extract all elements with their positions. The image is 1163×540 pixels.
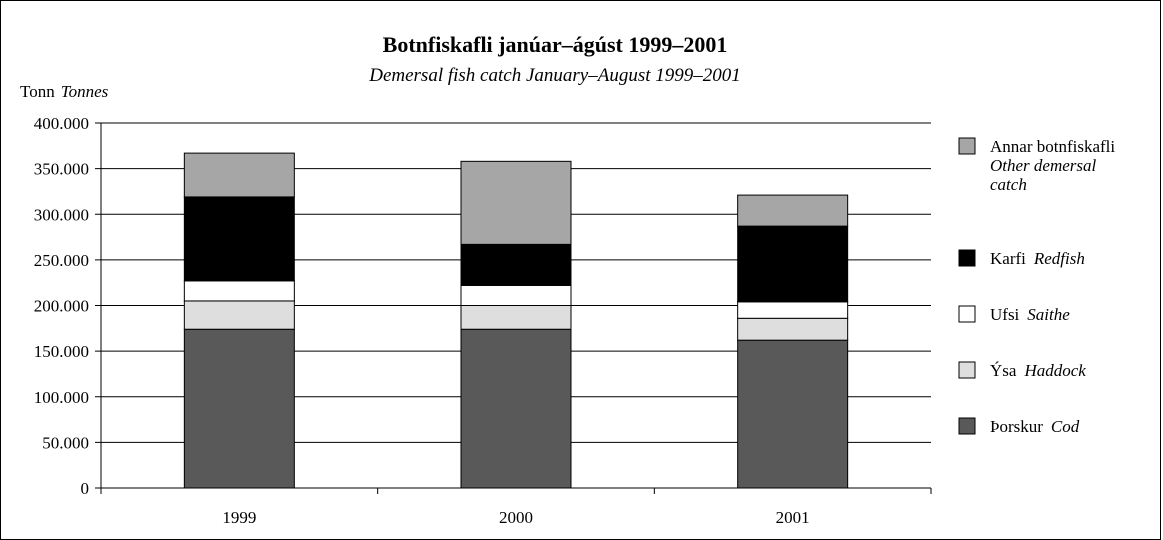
bar-segment [460, 305, 572, 330]
bar-segment [460, 243, 572, 286]
bar-segment [460, 328, 572, 489]
y-axis-label-is: Tonn [20, 82, 55, 101]
x-tick-label: 2001 [776, 508, 810, 527]
y-tick-label: 0 [81, 479, 90, 498]
bars [183, 152, 849, 489]
legend-label: Karfi Redfish [990, 249, 1085, 268]
x-tick-label: 2000 [499, 508, 533, 527]
legend-swatch [958, 249, 976, 267]
bar-segment [737, 317, 849, 341]
legend-label: Annar botnfiskafli [990, 137, 1115, 156]
chart-subtitle: Demersal fish catch January–August 1999–… [369, 65, 741, 86]
bar-segment [183, 280, 295, 302]
legend-label-en: catch [990, 175, 1027, 194]
chart-title: Botnfiskafli janúar–ágúst 1999–2001 [382, 32, 728, 57]
y-tick-label: 300.000 [34, 205, 89, 224]
legend-swatch [958, 417, 976, 435]
legend-swatch [958, 305, 976, 323]
y-tick-label: 100.000 [34, 388, 89, 407]
y-tick-label: 200.000 [34, 297, 89, 316]
bar-segment [737, 339, 849, 489]
y-tick-label: 150.000 [34, 342, 89, 361]
bar-segment [460, 160, 572, 245]
bar-segment [737, 301, 849, 319]
legend-label: Ufsi Saithe [990, 305, 1070, 324]
bar-segment [183, 328, 295, 489]
legend-label-en: Other demersal [990, 156, 1097, 175]
y-axis-label-en: Tonnes [60, 82, 109, 101]
chart-svg: 0 50.000 100.000 150.000 200.000 250.000 300.0… [34, 114, 1116, 527]
bar-segment [460, 284, 572, 306]
legend-swatch [958, 137, 976, 155]
bar-segment [183, 196, 295, 282]
legend-swatch [958, 361, 976, 379]
bar-segment [737, 194, 849, 227]
bar-segment [183, 300, 295, 330]
x-tick-label: 1999 [222, 508, 256, 527]
axes: 0 50.000 100.000 150.000 200.000 250.000 300.0… [34, 114, 932, 527]
y-tick-label: 250.000 [34, 251, 89, 270]
bar-segment [737, 225, 849, 303]
legend-label: Ýsa Haddock [990, 361, 1086, 380]
bar-segment [183, 152, 295, 198]
legend-label: Þorskur Cod [990, 417, 1080, 436]
y-tick-label: 350.000 [34, 160, 89, 179]
y-tick-label: 50.000 [42, 433, 89, 452]
y-tick-label: 400.000 [34, 114, 89, 133]
y-axis-label: Tonn Tonnes [20, 82, 108, 102]
